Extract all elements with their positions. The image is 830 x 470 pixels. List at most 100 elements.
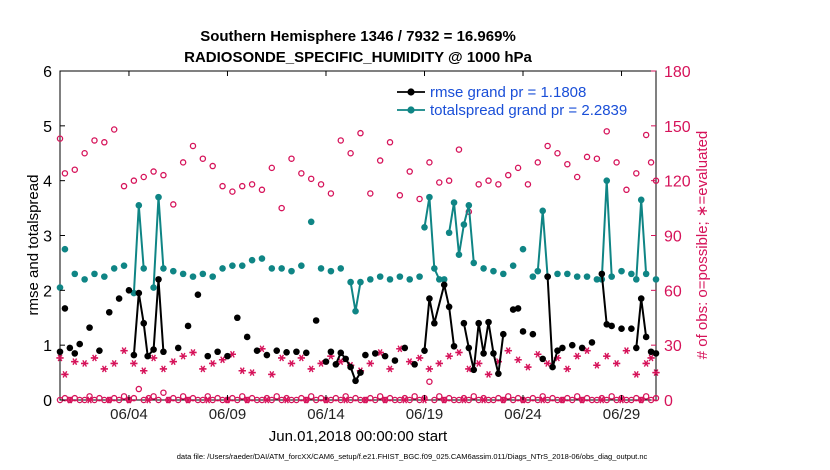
obs-evaluated-marker [622, 347, 631, 355]
totalspread-point [91, 270, 98, 278]
totalspread-point [583, 273, 591, 280]
obs-evaluated-marker [342, 396, 350, 404]
rmse-point [637, 295, 645, 302]
obs-evaluated-marker [189, 349, 197, 356]
obs-possible-marker [298, 170, 305, 177]
rmse-point [56, 348, 64, 356]
totalspread-point [637, 196, 645, 204]
x-tick-label: 06/04 [110, 406, 148, 423]
totalspread-point [71, 270, 79, 278]
rmse-point [61, 305, 69, 312]
obs-possible-marker [278, 204, 285, 212]
rmse-point [495, 370, 502, 377]
totalspread-point [150, 284, 157, 291]
rmse-point [578, 344, 586, 352]
rmse-point [470, 366, 478, 374]
obs-evaluated-marker [81, 359, 89, 367]
rmse-point [327, 348, 335, 356]
rmse-point [618, 325, 625, 333]
legend: rmse grand pr = 1.1808 totalspread grand… [397, 84, 627, 119]
rmse-line-segment [600, 273, 608, 325]
obs-possible-marker [56, 135, 64, 142]
totalspread-point [140, 265, 148, 272]
totalspread-point [352, 307, 359, 315]
totalspread-point [317, 265, 325, 272]
x-tick-label: 06/19 [406, 406, 444, 423]
obs-possible-marker [140, 173, 147, 181]
obs-evaluated-marker [149, 354, 158, 362]
rmse-point [357, 369, 364, 376]
totalspread-point [470, 259, 478, 267]
totalspread-point [155, 193, 162, 201]
totalspread-series [56, 177, 660, 315]
x-axis-label: Jun.01,2018 00:00:00 start [269, 428, 448, 445]
obs-possible-marker [179, 159, 187, 166]
obs-evaluated-marker [337, 358, 345, 366]
obs-possible-marker [534, 159, 542, 166]
totalspread-point [642, 270, 650, 278]
totalspread-point [416, 273, 423, 280]
totalspread-point [450, 199, 458, 206]
obs-possible-marker [174, 396, 182, 404]
obs-evaluated-marker [287, 359, 296, 367]
obs-evaluated-marker [440, 396, 448, 404]
totalspread-point [539, 207, 547, 215]
obs-possible-marker [569, 396, 576, 404]
obs-evaluated-marker [534, 350, 542, 358]
rmse-point [194, 291, 202, 299]
rmse-point [263, 351, 271, 359]
obs-possible-marker [81, 149, 88, 157]
totalspread-point [307, 218, 315, 226]
obs-evaluated-marker [598, 396, 606, 404]
obs-possible-marker [179, 393, 187, 400]
obs-possible-marker [642, 393, 650, 400]
obs-possible-marker [357, 129, 364, 137]
obs-possible-marker [61, 170, 69, 177]
rmse-point [445, 303, 453, 311]
rmse-point [352, 377, 359, 385]
totalspread-point [288, 267, 295, 275]
totalspread-point [534, 267, 542, 275]
totalspread-point [618, 267, 625, 275]
totalspread-point [386, 276, 394, 283]
totalspread-point [135, 202, 143, 209]
rmse-point [243, 333, 251, 341]
obs-possible-marker [238, 393, 246, 400]
obs-evaluated-marker [159, 365, 168, 373]
obs-evaluated-marker [307, 365, 315, 373]
obs-evaluated-marker [361, 396, 369, 404]
rmse-point [371, 350, 379, 357]
totalspread-point [327, 267, 335, 275]
obs-possible-marker [431, 396, 438, 404]
obs-evaluated-marker [386, 365, 394, 373]
totalspread-point [593, 276, 601, 283]
obs-possible-marker [647, 159, 655, 166]
obs-evaluated-marker [524, 363, 532, 371]
rmse-point [71, 350, 79, 357]
obs-evaluated-marker [302, 396, 310, 404]
obs-possible-marker [642, 131, 650, 139]
obs-possible-marker [504, 393, 512, 400]
rmse-point [485, 318, 492, 326]
obs-possible-marker [91, 137, 98, 144]
rmse-point [519, 328, 527, 335]
obs-possible-marker [524, 181, 532, 188]
obs-possible-marker [135, 385, 143, 393]
rmse-point [391, 357, 399, 364]
rmse-point [302, 349, 310, 357]
obs-possible-marker [376, 393, 384, 400]
obs-evaluated-marker [652, 369, 660, 377]
obs-evaluated-marker [85, 396, 94, 404]
rmse-point [253, 347, 261, 354]
totalspread-point [120, 262, 128, 269]
rmse-point [273, 347, 281, 354]
left-axis-label: rmse and totalspread [25, 175, 42, 316]
totalspread-point [431, 265, 438, 272]
obs-possible-marker [593, 155, 601, 162]
rmse-point [529, 330, 537, 338]
rmse-point [598, 270, 606, 278]
obs-possible-marker [573, 173, 581, 181]
obs-possible-marker [514, 164, 522, 172]
rmse-point [539, 355, 547, 363]
rmse-point [568, 341, 576, 349]
